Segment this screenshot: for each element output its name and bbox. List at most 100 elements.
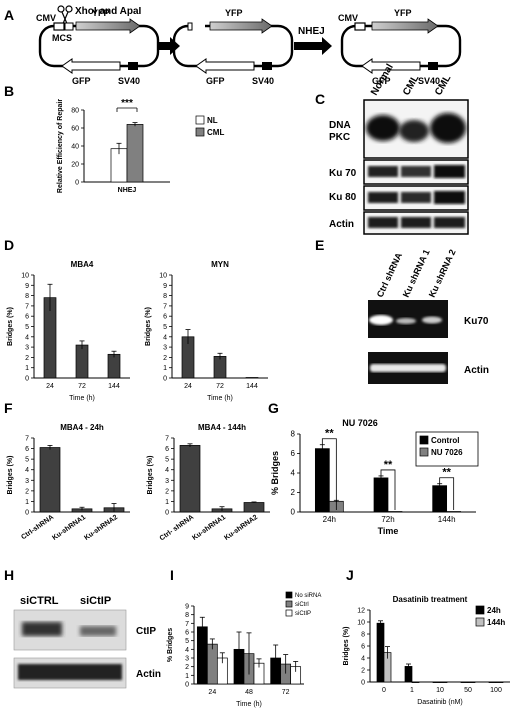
bar	[126, 124, 144, 183]
bar	[460, 681, 469, 683]
y-tick-label: 3	[25, 345, 29, 352]
band-dnapkc-normal	[366, 115, 400, 141]
mcs-label: MCS	[52, 33, 72, 43]
y-tick-label: 2	[163, 355, 167, 362]
y-tick-label: 12	[357, 608, 365, 615]
legend-label: CML	[207, 128, 224, 137]
chart-title: MYN	[211, 260, 229, 269]
band-ku80-normal	[368, 192, 398, 203]
panel-j-chart: 0 2 4 6 8 10 12 0 1 10 50 100 Dasatinib treatment Das…	[343, 595, 510, 706]
y-tick-label: 6	[25, 446, 29, 453]
x-tick-label: 48	[245, 689, 253, 696]
y-tick-label: 4	[185, 647, 189, 654]
yfp-label-1: YFP	[92, 8, 110, 18]
panel-i-chart: 0 1 23 4 56 7 89 24 48 72 Time (h) % Bridges No siRN…	[167, 591, 321, 708]
band-ku80-cml2	[434, 191, 465, 204]
gfp-label-3: GFP	[372, 76, 391, 86]
row-label-ctip: CtIP	[136, 626, 156, 637]
chart-title: NU 7026	[342, 418, 378, 428]
y-tick-label: 5	[165, 457, 169, 464]
band-actin-cml1	[401, 217, 431, 228]
significance-stars: **	[442, 467, 451, 479]
bar	[107, 353, 121, 379]
bar	[432, 485, 448, 513]
x-tick-label: 0	[382, 687, 386, 694]
lane-label-ku-shrna2: Ku shRNA 2	[427, 248, 458, 299]
bar	[387, 511, 403, 513]
x-tick-label: 1	[410, 687, 414, 694]
y-tick-label: 80	[71, 108, 79, 115]
bar	[314, 448, 330, 513]
y-tick-label: 9	[25, 283, 29, 290]
legend-swatch	[419, 435, 429, 445]
y-tick-label: 8	[163, 293, 167, 300]
band-actin-h	[18, 664, 122, 680]
x-tick-label: 50	[464, 687, 472, 694]
y-tick-label: 1	[25, 365, 29, 372]
bar	[488, 681, 497, 683]
nhej-arrow-label: NHEJ	[298, 26, 325, 37]
band-ctip-si	[80, 626, 116, 636]
row-label-actin: Actin	[329, 219, 354, 230]
significance-bracket	[321, 438, 337, 510]
panel-b-chart: 0 20 40 60 80 NHEJ Relative Efficiency of Repa…	[57, 98, 224, 194]
cmv-label-3: CMV	[338, 13, 358, 23]
bar	[467, 681, 476, 683]
y-tick-label: 3	[165, 478, 169, 485]
legend-swatch	[419, 447, 429, 457]
chart-title: MBA4 - 24h	[60, 423, 104, 432]
arrow-right-icon	[158, 37, 180, 55]
y-tick-label: 7	[163, 303, 167, 310]
x-tick-label: 144	[246, 383, 258, 390]
y-tick-label: 40	[71, 144, 79, 151]
x-tick-label: Ctrl-shRNA	[20, 514, 55, 541]
legend-label: Control	[431, 436, 459, 445]
x-tick-label: Ku-shRNA1	[191, 514, 227, 542]
legend-label: siCtIP	[295, 611, 311, 617]
y-tick-label: 6	[165, 446, 169, 453]
plasmid-repaired	[340, 18, 462, 74]
y-tick-label: 4	[291, 469, 296, 478]
bar	[213, 356, 227, 379]
lane-label-ctrl-shrna: Ctrl shRNA	[375, 251, 405, 299]
y-tick-label: 10	[21, 273, 29, 280]
y-tick-label: 10	[357, 620, 365, 627]
bar	[376, 622, 385, 683]
x-axis-label: Time (h)	[207, 395, 233, 402]
row-label-ku70-e: Ku70	[464, 316, 489, 327]
x-tick-label: 144h	[438, 515, 456, 524]
x-tick-label: 10	[436, 687, 444, 694]
restriction-enzymes-label: XhoI and ApaI	[75, 6, 142, 17]
x-tick-label: 72	[78, 383, 86, 390]
y-tick-label: 0	[163, 376, 167, 383]
bar	[179, 445, 201, 513]
y-tick-label: 4	[25, 467, 29, 474]
x-tick-label: 24	[46, 383, 54, 390]
y-tick-label: 20	[71, 162, 79, 169]
x-tick-label: Ku-shRNA1	[51, 514, 87, 542]
y-tick-label: 5	[25, 457, 29, 464]
lane-label-sictrl: siCTRL	[20, 595, 59, 607]
bar	[39, 447, 61, 513]
bar	[495, 681, 504, 683]
y-tick-label: 8	[185, 612, 189, 619]
y-tick-label: 0	[25, 510, 29, 517]
y-tick-label: 1	[163, 365, 167, 372]
x-tick-label: Ctrl- shRNA	[159, 514, 196, 542]
x-tick-label: 24h	[323, 515, 336, 524]
yfp-label-2: YFP	[225, 8, 243, 18]
y-tick-label: 1	[25, 499, 29, 506]
y-tick-label: 2	[25, 355, 29, 362]
legend-label: NL	[207, 116, 218, 125]
y-tick-label: 3	[185, 656, 189, 663]
plasmid-original	[38, 18, 160, 74]
gfp-label-2: GFP	[206, 76, 225, 86]
legend-label: siCtrl	[295, 602, 309, 608]
legend-swatch	[475, 617, 485, 627]
legend-label: 24h	[487, 606, 501, 615]
bar	[439, 681, 448, 683]
lane-label-sictip: siCtIP	[80, 595, 111, 607]
legend-swatch	[285, 591, 293, 599]
